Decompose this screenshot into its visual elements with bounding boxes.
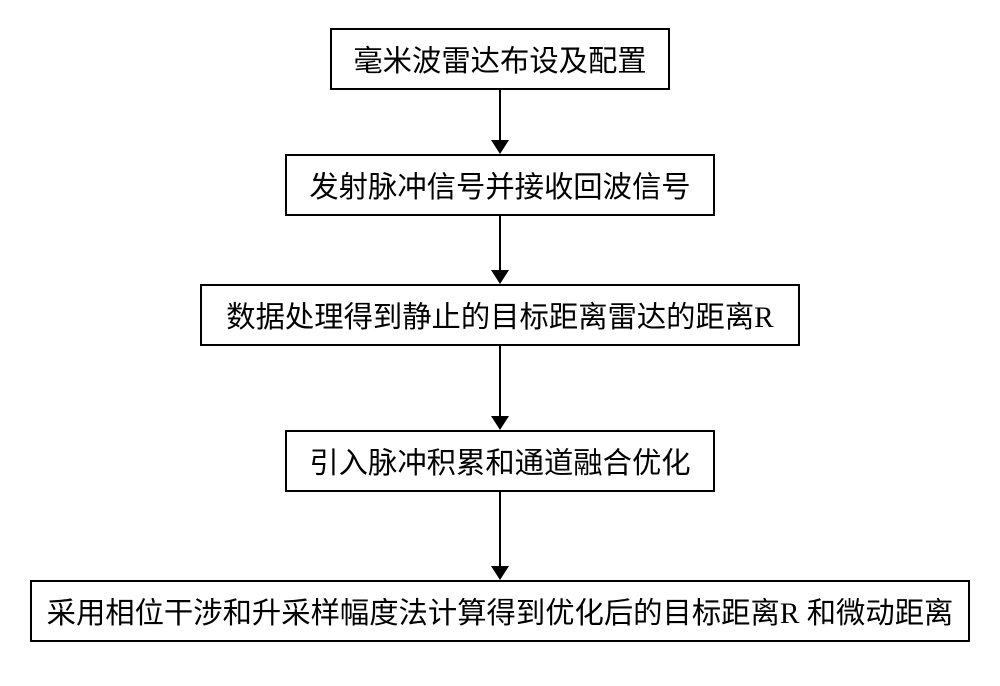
flow-node-label: 引入脉冲积累和通道融合优化: [309, 440, 690, 482]
flow-node-label: 毫米波雷达布设及配置: [353, 38, 646, 80]
flow-arrow: [480, 216, 520, 284]
flow-node-n4: 引入脉冲积累和通道融合优化: [285, 430, 715, 492]
flow-node-n5: 采用相位干涉和升采样幅度法计算得到优化后的目标距离R 和微动距离: [30, 580, 970, 642]
flow-arrow: [480, 90, 520, 154]
flow-arrow: [480, 346, 520, 430]
flow-node-n1: 毫米波雷达布设及配置: [330, 28, 670, 90]
flow-node-label: 采用相位干涉和升采样幅度法计算得到优化后的目标距离R 和微动距离: [47, 590, 954, 632]
flow-node-label: 数据处理得到静止的目标距离雷达的距离R: [226, 294, 773, 336]
flow-node-n3: 数据处理得到静止的目标距离雷达的距离R: [200, 284, 800, 346]
flow-node-label: 发射脉冲信号并接收回波信号: [309, 164, 690, 206]
flow-node-n2: 发射脉冲信号并接收回波信号: [285, 154, 715, 216]
flow-arrow: [480, 492, 520, 580]
